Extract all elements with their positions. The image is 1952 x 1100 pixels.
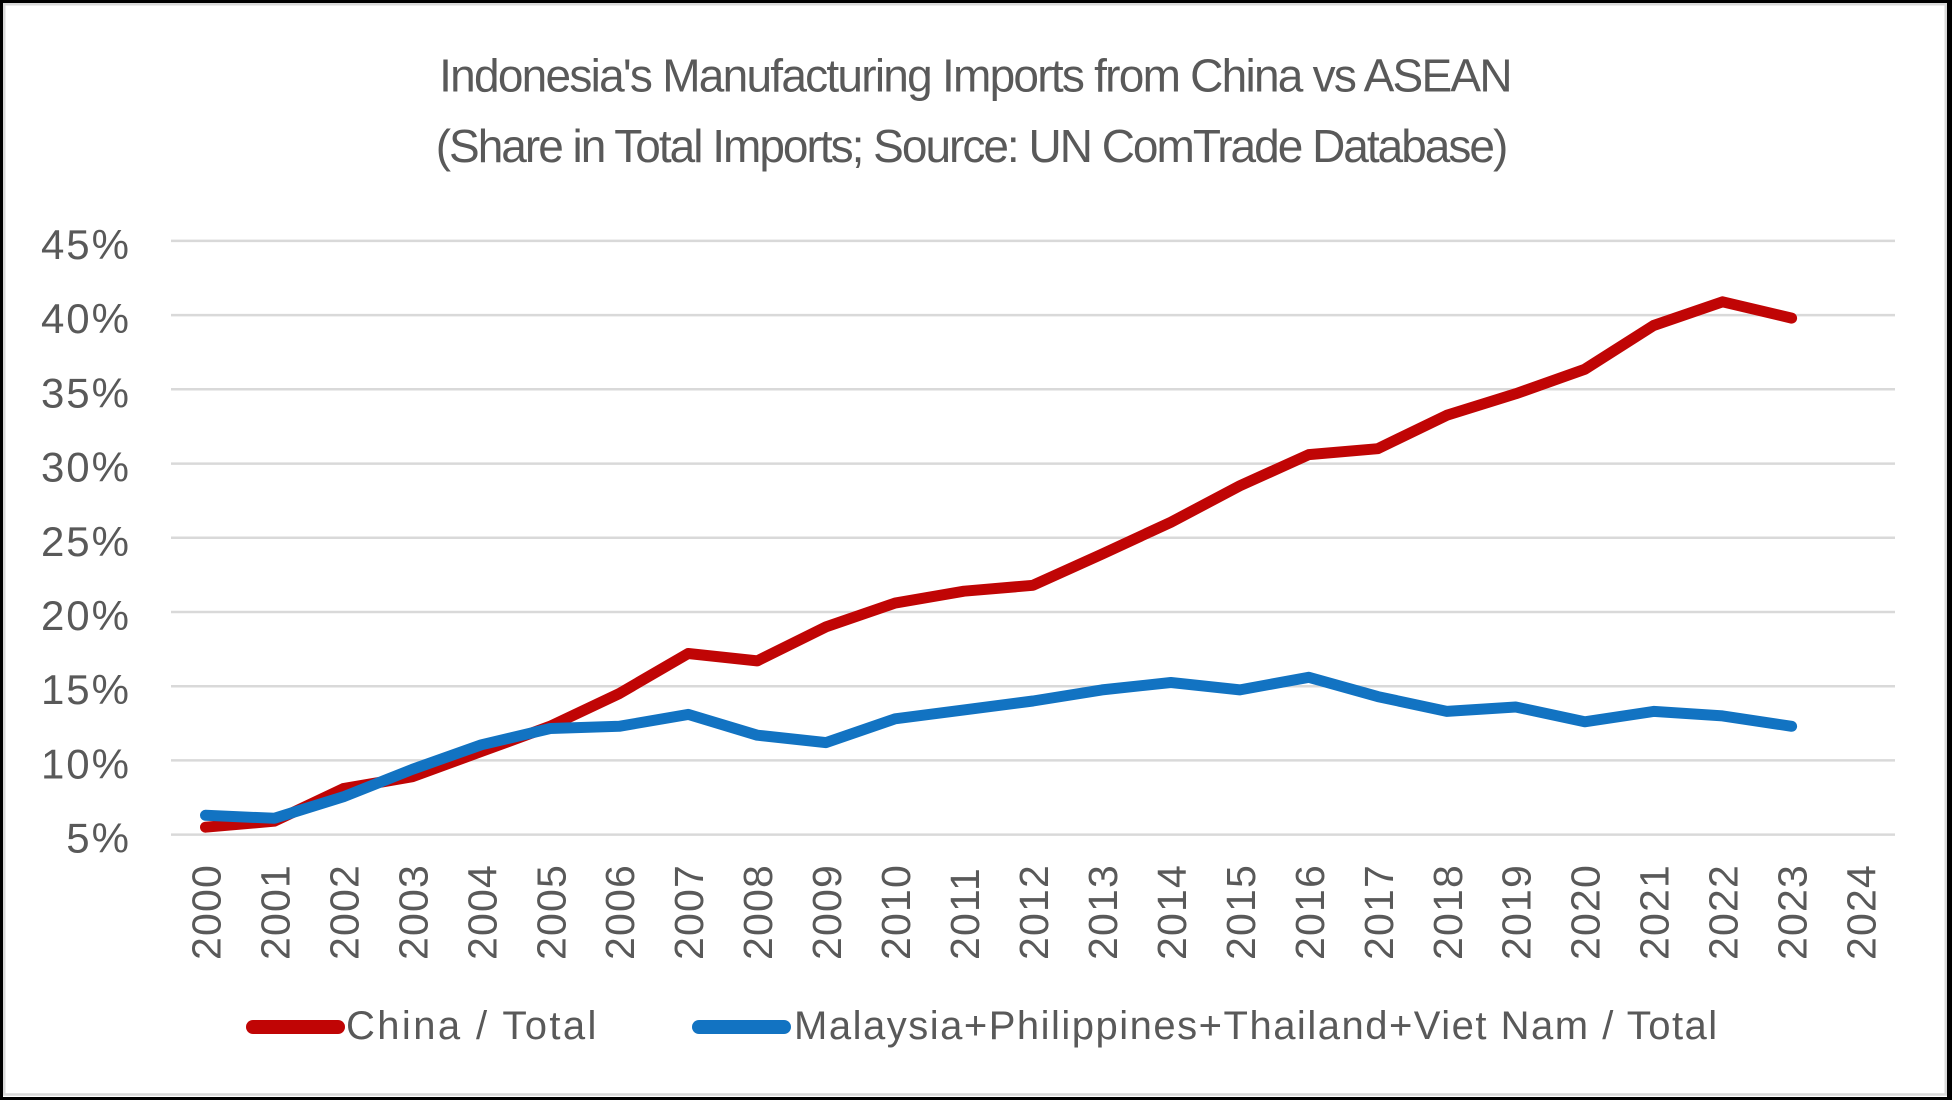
svg-text:2007: 2007 (666, 864, 712, 960)
svg-text:2023: 2023 (1770, 864, 1816, 960)
svg-text:25%: 25% (41, 518, 131, 565)
svg-text:2019: 2019 (1494, 864, 1540, 960)
svg-text:2005: 2005 (528, 864, 574, 960)
svg-text:2003: 2003 (390, 864, 436, 960)
svg-text:40%: 40% (41, 295, 131, 342)
svg-text:2008: 2008 (735, 864, 781, 960)
svg-text:China / Total: China / Total (346, 1004, 599, 1048)
svg-text:2006: 2006 (597, 864, 643, 960)
svg-text:30%: 30% (41, 444, 131, 491)
svg-text:45%: 45% (41, 221, 131, 268)
svg-text:2011: 2011 (942, 867, 988, 960)
svg-text:10%: 10% (41, 740, 131, 787)
svg-text:2004: 2004 (459, 864, 505, 960)
svg-text:Indonesia's Manufacturing Impo: Indonesia's Manufacturing Imports from C… (439, 50, 1511, 102)
svg-text:2000: 2000 (184, 864, 230, 960)
svg-text:(Share in Total Imports; Sourc: (Share in Total Imports; Source: UN ComT… (436, 120, 1507, 172)
svg-text:2024: 2024 (1839, 864, 1885, 960)
svg-text:2016: 2016 (1287, 864, 1333, 960)
svg-text:35%: 35% (41, 369, 131, 416)
svg-text:Malaysia+Philippines+Thailand+: Malaysia+Philippines+Thailand+Viet Nam /… (794, 1004, 1719, 1048)
svg-text:5%: 5% (66, 815, 131, 862)
svg-text:2002: 2002 (321, 864, 367, 960)
svg-text:2022: 2022 (1701, 864, 1747, 960)
svg-text:2021: 2021 (1632, 864, 1678, 960)
svg-text:2020: 2020 (1563, 864, 1609, 960)
svg-text:2013: 2013 (1080, 864, 1126, 960)
svg-text:2017: 2017 (1356, 864, 1402, 960)
svg-text:2012: 2012 (1011, 864, 1057, 960)
svg-text:2009: 2009 (804, 864, 850, 960)
svg-text:20%: 20% (41, 592, 131, 639)
svg-text:2018: 2018 (1425, 864, 1471, 960)
svg-text:2001: 2001 (252, 864, 298, 960)
svg-text:15%: 15% (41, 666, 131, 713)
svg-text:2014: 2014 (1149, 864, 1195, 960)
svg-text:2015: 2015 (1218, 864, 1264, 960)
svg-text:2010: 2010 (873, 864, 919, 960)
